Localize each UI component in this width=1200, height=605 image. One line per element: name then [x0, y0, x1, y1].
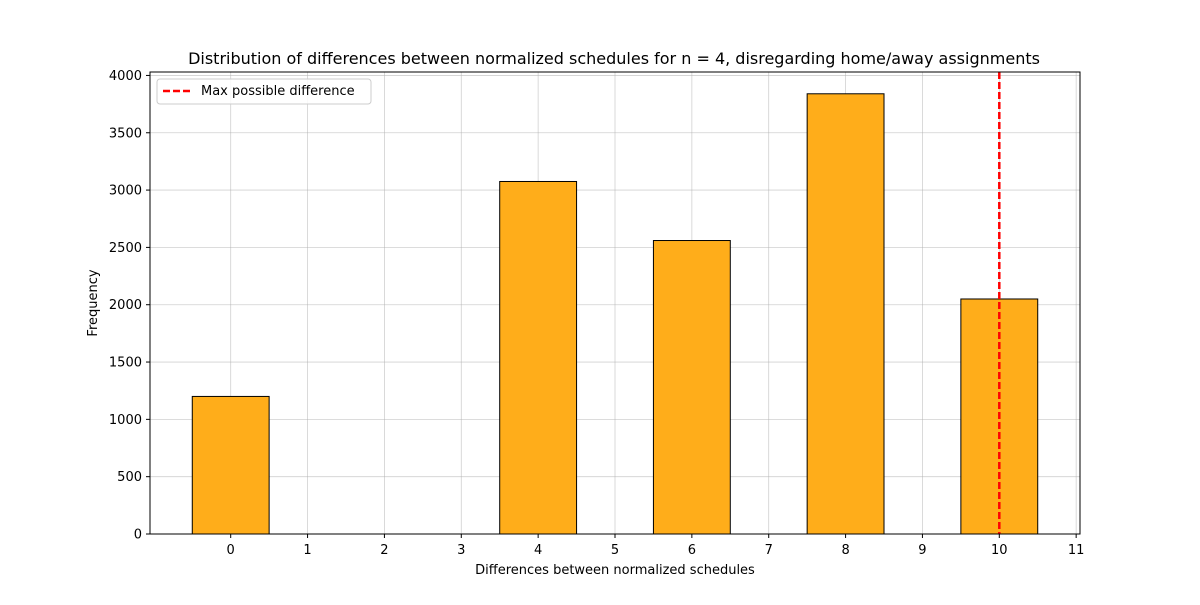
x-tick-label: 3	[457, 543, 465, 558]
y-tick-label: 2500	[109, 241, 142, 256]
y-tick-label: 2000	[109, 298, 142, 313]
histogram-bar	[191, 395, 270, 535]
x-tick-label: 11	[1068, 543, 1085, 558]
y-tick-label: 1000	[109, 413, 142, 428]
x-tick-label: 10	[991, 543, 1008, 558]
x-axis-label: Differences between normalized schedules	[475, 563, 755, 578]
grid-layer	[150, 72, 1080, 535]
y-tick-label: 3500	[109, 126, 142, 141]
y-axis-ticks: 0 500 1000 1500 2000 2500 3000 3500 4000	[109, 69, 150, 543]
x-axis-ticks: 0 1 2 3 4 5 6 7 8 9 10 11	[227, 534, 1085, 558]
y-tick-label: 3000	[109, 184, 142, 199]
histogram-bar	[652, 240, 731, 535]
y-tick-label: 0	[134, 528, 142, 543]
legend: Max possible difference	[156, 78, 372, 105]
histogram-bar	[806, 93, 885, 535]
bar-layer	[191, 93, 1039, 535]
y-tick-label: 1500	[109, 356, 142, 371]
histogram-bar	[499, 180, 578, 535]
x-tick-label: 5	[611, 543, 619, 558]
y-axis-label: Frequency	[86, 269, 101, 336]
x-tick-label: 1	[303, 543, 311, 558]
x-tick-label: 0	[227, 543, 235, 558]
chart-title: Distribution of differences between norm…	[188, 49, 1040, 68]
x-tick-label: 6	[688, 543, 696, 558]
x-tick-label: 9	[918, 543, 926, 558]
x-tick-label: 2	[380, 543, 388, 558]
x-tick-label: 7	[765, 543, 773, 558]
x-tick-label: 8	[841, 543, 849, 558]
y-tick-label: 500	[117, 470, 142, 485]
x-tick-label: 4	[534, 543, 542, 558]
legend-box	[156, 78, 372, 105]
y-tick-label: 4000	[109, 69, 142, 84]
legend-label: Max possible difference	[201, 84, 355, 99]
